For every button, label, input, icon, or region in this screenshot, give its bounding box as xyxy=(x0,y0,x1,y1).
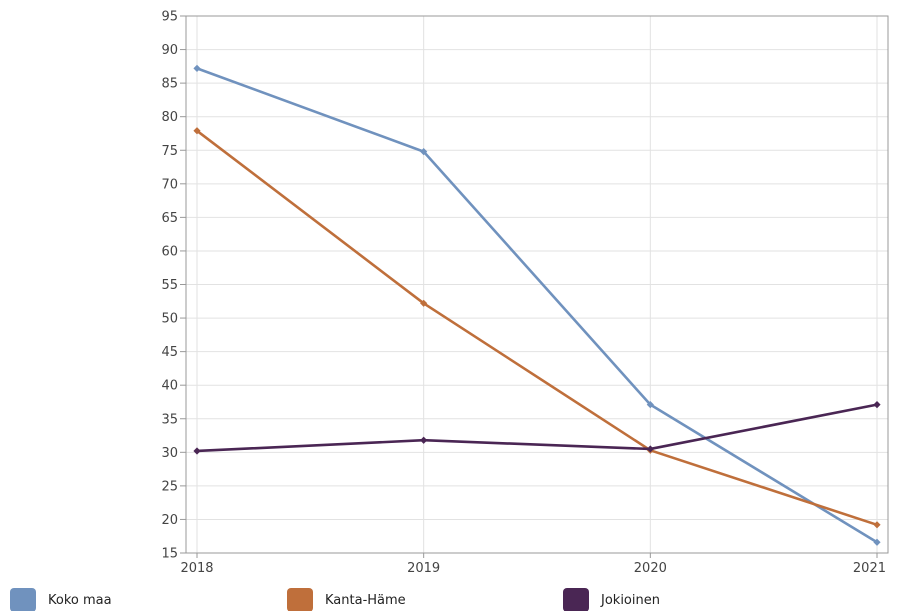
series-group xyxy=(193,64,881,546)
legend-swatch xyxy=(563,588,589,611)
data-point[interactable] xyxy=(646,401,654,409)
y-tick-label: 30 xyxy=(161,446,178,461)
y-tick-label: 60 xyxy=(161,244,178,259)
y-tick-label: 70 xyxy=(161,177,178,192)
series-line xyxy=(196,129,878,527)
y-tick-label: 65 xyxy=(161,211,178,226)
legend-label: Jokioinen xyxy=(600,593,660,608)
x-axis: 2018 2019 2020 2021 xyxy=(180,553,886,576)
data-point[interactable] xyxy=(193,127,201,135)
x-tick-label: 2021 xyxy=(853,561,886,576)
data-point[interactable] xyxy=(420,147,428,156)
y-axis: 15 20 25 30 35 40 45 50 55 60 65 70 75 80 85 90 95 xyxy=(161,10,186,562)
legend: Koko maa Kanta-Häme Jokioinen xyxy=(10,588,660,611)
y-tick-label: 15 xyxy=(161,547,178,562)
x-tick-label: 2019 xyxy=(407,561,440,576)
data-point[interactable] xyxy=(873,521,881,529)
series-line xyxy=(196,403,878,453)
y-tick-label: 90 xyxy=(161,43,178,58)
data-point[interactable] xyxy=(420,436,428,444)
x-tick-label: 2020 xyxy=(634,561,667,576)
y-tick-label: 25 xyxy=(161,479,178,494)
y-tick-label: 20 xyxy=(161,513,178,528)
data-point[interactable] xyxy=(193,447,201,455)
grid xyxy=(186,15,888,554)
legend-swatch xyxy=(10,588,36,611)
legend-label: Kanta-Häme xyxy=(325,593,406,608)
series-1 xyxy=(193,127,881,529)
data-point[interactable] xyxy=(646,445,654,453)
data-point[interactable] xyxy=(420,299,428,307)
x-tick-label: 2018 xyxy=(180,561,213,576)
legend-swatch xyxy=(287,588,313,611)
series-line xyxy=(196,67,878,544)
data-point[interactable] xyxy=(193,64,201,72)
data-point[interactable] xyxy=(873,401,881,409)
y-tick-label: 75 xyxy=(161,144,178,159)
legend-label: Koko maa xyxy=(48,593,112,608)
y-tick-label: 85 xyxy=(161,77,178,92)
legend-item[interactable]: Kanta-Häme xyxy=(287,588,406,611)
y-tick-label: 35 xyxy=(161,412,178,427)
legend-item[interactable]: Koko maa xyxy=(10,588,112,611)
data-point[interactable] xyxy=(873,538,881,546)
y-tick-label: 95 xyxy=(161,10,178,25)
y-tick-label: 45 xyxy=(161,345,178,360)
y-tick-label: 50 xyxy=(161,312,178,327)
series-2 xyxy=(193,401,881,455)
y-tick-label: 55 xyxy=(161,278,178,293)
series-0 xyxy=(193,64,881,546)
y-tick-label: 80 xyxy=(161,110,178,125)
legend-item[interactable]: Jokioinen xyxy=(563,588,660,611)
y-tick-label: 40 xyxy=(161,379,178,394)
